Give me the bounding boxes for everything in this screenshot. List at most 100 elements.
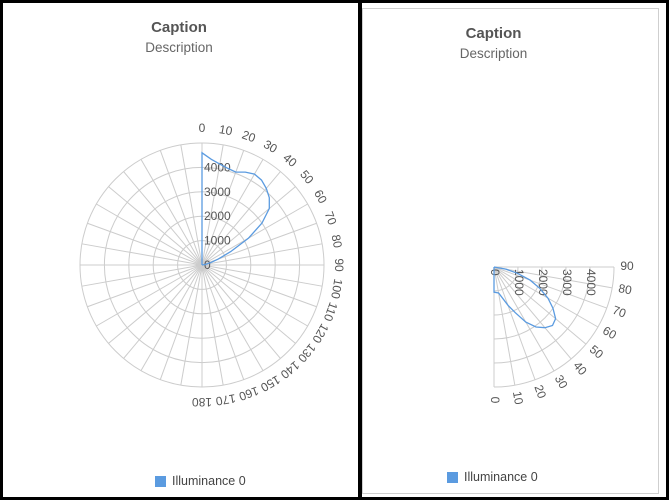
angle-tick-label: 140 [278,358,303,382]
angle-tick-label: 40 [570,359,590,378]
angle-tick-label: 60 [600,323,619,342]
radial-tick-label: 2000 [536,269,550,296]
angle-tick-label: 10 [510,390,526,406]
series-line [493,266,557,329]
angle-tick-label: 130 [295,341,319,366]
grid-arc [493,266,615,388]
angle-tick-label: 100 [328,278,345,300]
grid-spoke [493,266,555,372]
legend-swatch [447,471,458,483]
grid-arc [493,266,567,340]
grid-spoke [140,159,203,266]
grid-spoke [493,266,607,309]
angle-tick-label: 10 [218,122,234,138]
grid-spoke [493,266,613,289]
radial-tick-label: 1000 [204,234,231,248]
chart-caption: Caption [465,25,522,42]
grid-spoke [159,150,203,266]
angle-tick-label: 60 [311,187,330,206]
grid-spoke [493,266,599,328]
radial-tick-label: 1000 [512,269,526,296]
angle-tick-label: 70 [322,210,340,228]
grid-spoke [201,264,281,359]
grid-spoke [123,171,203,266]
grid-spoke [201,264,317,308]
angle-tick-label: 90 [620,259,634,273]
series-line [201,151,270,266]
grid-spoke [201,203,308,266]
angle-tick-label: 40 [280,151,299,171]
angle-tick-label: 20 [240,128,258,146]
chart-legend[interactable]: Illuminance 0 [155,474,246,488]
grid-spoke [81,243,203,266]
angle-tick-label: 50 [587,342,606,362]
grid-arc [493,266,543,316]
legend-label: Illuminance 0 [464,470,538,484]
grid-spoke [201,264,323,287]
angle-tick-label: 180 [192,395,212,409]
grid-spoke [493,266,572,360]
angle-tick-label: 120 [309,321,331,346]
angle-tick-label: 90 [332,258,346,272]
angle-tick-label: 80 [617,281,633,297]
grid-spoke [96,203,203,266]
grid-spoke [201,150,245,266]
grid-spoke [87,222,203,266]
angle-tick-label: 110 [321,300,341,323]
grid-spoke [201,264,245,380]
angle-tick-label: 20 [531,383,549,401]
legend-swatch [155,475,166,487]
grid-spoke [81,264,203,287]
angle-tick-label: 30 [261,137,280,156]
angle-tick-label: 70 [611,303,629,321]
grid-spoke [201,264,224,386]
grid-spoke [493,266,516,386]
grid-spoke [96,264,203,327]
grid-spoke [201,264,264,371]
grid-spoke [201,144,224,266]
angle-tick-label: 0 [488,397,502,404]
angle-tick-label: 80 [329,233,345,249]
panel-divider [358,0,362,500]
radial-tick-label: 0 [204,258,211,272]
angle-tick-label: 0 [199,121,206,135]
chart-panel-left: Caption Description 0 10 20 30 40 50 60 70 80 90 1… [79,19,346,488]
grid-spoke [201,186,296,266]
grid-spoke [180,264,203,386]
grid-spoke [159,264,203,380]
panel-border [362,8,659,494]
grid-arc [493,266,591,364]
angle-tick-label: 160 [237,384,261,404]
grid-spoke [108,186,203,266]
chart-legend[interactable]: Illuminance 0 [447,470,538,484]
chart-panel-right: Caption Description 0 10 20 30 40 50 60 70 80 90 0… [362,0,669,500]
chart-description: Description [145,40,213,55]
chart-caption: Caption [151,19,207,36]
angle-tick-label: 170 [214,391,236,408]
radial-tick-label: 0 [488,269,502,276]
radial-tick-label: 2000 [204,209,231,223]
grid-spoke [87,264,203,308]
grid-spoke [180,144,203,266]
grid-spoke [201,264,296,344]
legend-label: Illuminance 0 [172,474,246,488]
grid-spoke [201,243,323,266]
grid-spoke [493,266,587,345]
grid-spoke [201,264,308,327]
radial-tick-label: 4000 [584,269,598,296]
grid-spoke [123,264,203,359]
chart-description: Description [459,46,528,61]
radial-tick-label: 3000 [204,185,231,199]
angle-tick-label: 30 [552,372,571,391]
radial-tick-label: 4000 [204,160,231,174]
angle-tick-label: 50 [297,167,317,186]
grid-spoke [201,171,281,266]
grid-spoke [140,264,203,371]
grid-spoke [108,264,203,344]
radial-tick-label: 3000 [560,269,574,296]
grid-spoke [493,266,536,380]
angle-tick-label: 150 [258,372,283,394]
